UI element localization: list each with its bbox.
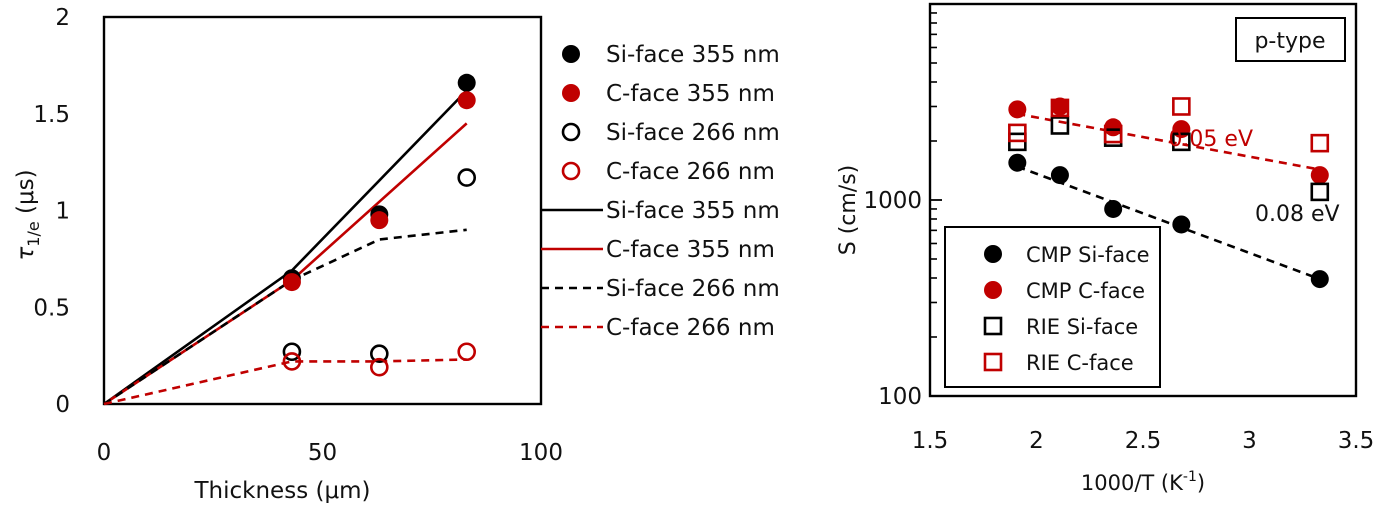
data-point — [370, 211, 389, 230]
annotation-activation-energy-black: 0.08 eV — [1255, 202, 1340, 227]
y-tick-label: 1.5 — [33, 102, 70, 128]
data-point — [1008, 153, 1027, 172]
data-point — [370, 344, 389, 363]
legend-label: CMP Si-face — [1026, 243, 1150, 267]
left-chart: 0 50 100 0 0.5 1 1.5 2 Thickness (μm) τ1/e (μs) Si… — [13, 5, 780, 504]
label-box — [1235, 17, 1346, 62]
y-tick-label: 1 — [55, 199, 70, 225]
plot-area-frame — [102, 15, 543, 406]
data-point — [282, 352, 302, 371]
data-point — [1310, 133, 1330, 153]
data-point — [1050, 98, 1070, 118]
data-point — [1310, 182, 1330, 202]
legend-marker — [983, 352, 1003, 372]
data-point — [1310, 270, 1329, 289]
legend-label: RIE C-face — [1026, 351, 1134, 375]
data-point — [370, 357, 389, 377]
x-tick-label: 2.5 — [1125, 428, 1162, 454]
legend-label: C-face 266 nm — [606, 159, 775, 185]
legend-marker — [984, 245, 1002, 263]
fit-line — [1017, 112, 1321, 171]
legend-label: CMP C-face — [1026, 279, 1145, 303]
y-tick-label: 100 — [878, 384, 922, 410]
y-axis-label: S (cm/s) — [836, 165, 861, 256]
legend-label: C-face 266 nm — [606, 315, 775, 341]
x-axis-label: Thickness (μm) — [194, 478, 371, 504]
data-point — [1103, 124, 1123, 144]
data-point — [1008, 100, 1027, 119]
x-tick-label: 100 — [519, 440, 563, 466]
data-point — [1172, 97, 1191, 116]
data-point — [457, 91, 476, 110]
x-axis-label: 1000/T (K-1) — [1081, 469, 1205, 495]
data-point — [1172, 215, 1191, 234]
legend-label: Si-face 355 nm — [606, 198, 780, 224]
data-point — [1310, 166, 1329, 185]
x-tick-label: 1.5 — [912, 428, 949, 454]
legend-label: C-face 355 nm — [606, 237, 775, 263]
x-tick-label: 3.5 — [1338, 428, 1375, 454]
data-point — [282, 342, 302, 362]
legend-label: Si-face 355 nm — [606, 42, 780, 68]
fit-line — [1016, 165, 1321, 281]
data-point — [1050, 116, 1070, 135]
legend-marker — [562, 84, 580, 102]
legend-marker — [983, 316, 1003, 336]
series-line — [103, 228, 467, 406]
y-axis-label: τ1/e (μs) — [13, 169, 43, 260]
x-tick-label: 2 — [1029, 428, 1044, 454]
x-tick-label: 50 — [308, 440, 337, 466]
data-point — [1008, 123, 1027, 143]
right-chart: 100 1000 1.5 2 2.5 3 3.5 1000/T (K-1) S (cm/s) 0.… — [836, 2, 1375, 495]
legend-marker — [561, 161, 581, 181]
data-point — [1050, 166, 1069, 185]
legend-label: Si-face 266 nm — [606, 120, 780, 146]
x-tick-label: 3 — [1242, 428, 1257, 454]
y-tick-label: 0.5 — [33, 295, 70, 321]
x-tick-label: 0 — [97, 440, 112, 466]
y-tick-label: 0 — [55, 392, 70, 418]
legend-box — [944, 226, 1161, 388]
series-line — [103, 358, 467, 406]
data-point — [1172, 132, 1191, 152]
data-point — [1104, 199, 1123, 218]
data-point — [1050, 97, 1069, 116]
label-box-text: p-type — [1254, 29, 1325, 54]
annotation-activation-energy-red: 0.05 eV — [1168, 127, 1253, 152]
data-point — [457, 342, 477, 362]
y-tick-label: 2 — [55, 5, 70, 31]
y-tick-label: 1000 — [863, 188, 922, 214]
data-point — [457, 73, 476, 92]
legend-marker — [561, 122, 581, 142]
data-point — [457, 168, 477, 187]
legend-marker — [562, 45, 580, 63]
data-point — [282, 273, 301, 292]
legend-label: Si-face 266 nm — [606, 276, 780, 302]
legend-label: RIE Si-face — [1026, 315, 1138, 339]
legend-label: C-face 355 nm — [606, 81, 775, 107]
legend-marker — [984, 281, 1002, 299]
